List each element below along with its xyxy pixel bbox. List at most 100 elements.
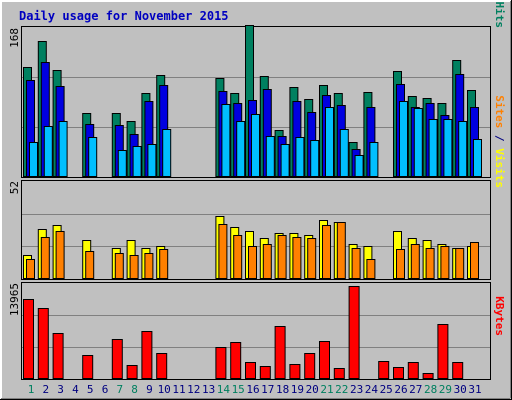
bar-kbytes-kbytes-day-22 (333, 368, 345, 379)
bar-hits-pages-day-19 (295, 137, 305, 177)
bar-kbytes-kbytes-day-27 (407, 362, 419, 379)
bar-hits-pages-day-3 (58, 121, 68, 177)
x-tick-day-9: 9 (146, 383, 153, 396)
bar-hits-pages-day-2 (43, 126, 53, 177)
bar-visits-sites-day-20 (307, 238, 317, 279)
x-tick-day-1: 1 (28, 383, 35, 396)
bar-visits-sites-day-9 (144, 253, 154, 279)
bar-hits-pages-day-9 (147, 144, 157, 177)
bar-visits-sites-day-7 (114, 253, 124, 279)
bar-kbytes-kbytes-day-19 (289, 364, 301, 379)
bar-visits-sites-day-3 (55, 231, 65, 279)
bar-kbytes-kbytes-day-9 (141, 331, 153, 379)
bar-hits-pages-day-27 (413, 108, 423, 177)
bars (23, 25, 482, 379)
bar-hits-pages-day-10 (162, 129, 172, 177)
kbytes-series-label: KBytes (493, 296, 506, 336)
bar-visits-sites-day-15 (233, 235, 243, 279)
x-tick-day-19: 19 (291, 383, 304, 396)
x-tick-day-7: 7 (116, 383, 123, 396)
x-tick-day-20: 20 (306, 383, 319, 396)
kbytes-ymax-label: 13965 (8, 283, 21, 316)
bar-hits-pages-day-18 (280, 144, 290, 177)
bar-visits-sites-day-17 (262, 244, 272, 279)
x-tick-day-30: 30 (454, 383, 467, 396)
x-tick-day-4: 4 (72, 383, 79, 396)
x-tick-day-14: 14 (217, 383, 231, 396)
x-tick-day-3: 3 (57, 383, 64, 396)
visits-ymax-label: 52 (8, 181, 21, 194)
x-tick-day-23: 23 (350, 383, 363, 396)
bar-kbytes-kbytes-day-8 (126, 365, 138, 379)
x-tick-day-21: 21 (320, 383, 333, 396)
x-tick-day-2: 2 (42, 383, 49, 396)
x-tick-day-18: 18 (276, 383, 289, 396)
hits-ymax-label: 168 (8, 28, 21, 48)
bar-visits-sites-day-22 (336, 222, 346, 279)
bar-visits-sites-day-19 (292, 237, 302, 279)
bar-hits-pages-day-8 (132, 146, 142, 177)
x-tick-day-25: 25 (380, 383, 393, 396)
bar-visits-sites-day-21 (322, 225, 331, 279)
x-tick-day-12: 12 (187, 383, 200, 396)
bar-visits-sites-day-18 (277, 235, 287, 279)
gridlines (22, 77, 490, 348)
bar-kbytes-kbytes-day-1 (23, 299, 34, 379)
bar-hits-pages-day-23 (354, 155, 364, 177)
x-tick-day-6: 6 (102, 383, 109, 396)
bar-visits-sites-day-29 (440, 246, 450, 279)
bar-hits-pages-day-14 (221, 104, 231, 177)
bar-visits-sites-day-1 (26, 259, 35, 279)
bar-kbytes-kbytes-day-26 (393, 367, 404, 379)
x-tick-day-17: 17 (261, 383, 274, 396)
bar-hits-pages-day-21 (325, 107, 334, 177)
bar-hits-pages-day-1 (29, 142, 38, 177)
bar-hits-pages-day-17 (265, 136, 275, 177)
bar-hits-pages-day-16 (251, 114, 260, 177)
bar-kbytes-kbytes-day-14 (215, 347, 227, 379)
bar-hits-pages-day-26 (399, 101, 408, 177)
bar-visits-sites-day-16 (248, 246, 257, 279)
x-tick-day-5: 5 (87, 383, 94, 396)
bar-hits-pages-day-15 (236, 121, 246, 177)
bar-hits-pages-day-22 (339, 129, 349, 177)
bar-kbytes-kbytes-day-5 (82, 355, 94, 379)
bar-visits-sites-day-31 (470, 242, 479, 279)
visits-series-label: Sites / Visits (493, 95, 506, 188)
bar-visits-sites-day-28 (425, 248, 435, 279)
x-tick-day-10: 10 (158, 383, 171, 396)
bar-hits-pages-day-20 (310, 140, 320, 177)
x-tick-day-28: 28 (424, 383, 437, 396)
bar-kbytes-kbytes-day-15 (230, 342, 242, 379)
bar-kbytes-kbytes-day-7 (111, 339, 123, 379)
bar-visits-sites-day-2 (40, 237, 50, 279)
x-tick-day-26: 26 (394, 383, 407, 396)
bar-visits-sites-day-27 (410, 244, 420, 279)
bar-kbytes-kbytes-day-23 (348, 286, 360, 379)
x-tick-day-16: 16 (246, 383, 259, 396)
x-tick-day-31: 31 (468, 383, 481, 396)
bar-visits-sites-day-10 (159, 249, 169, 279)
bar-kbytes-kbytes-day-28 (422, 373, 434, 379)
bar-kbytes-kbytes-day-29 (437, 324, 449, 379)
chart-title: Daily usage for November 2015 (19, 9, 229, 23)
bar-visits-sites-day-5 (85, 251, 95, 279)
bar-visits-sites-day-14 (218, 224, 228, 279)
bar-hits-pages-day-31 (473, 139, 482, 177)
bar-hits-pages-day-28 (428, 119, 438, 177)
x-tick-day-22: 22 (335, 383, 348, 396)
bar-visits-sites-day-23 (351, 248, 361, 279)
bar-kbytes-kbytes-day-17 (259, 366, 271, 379)
bar-kbytes-kbytes-day-2 (37, 308, 49, 379)
bar-hits-pages-day-24 (369, 142, 379, 177)
bar-visits-sites-day-30 (455, 248, 465, 279)
bar-kbytes-kbytes-day-20 (304, 353, 316, 379)
bar-hits-pages-day-29 (443, 119, 453, 177)
bar-hits-pages-day-5 (88, 137, 98, 177)
bar-kbytes-kbytes-day-3 (52, 333, 64, 379)
bar-visits-sites-day-8 (129, 255, 139, 279)
bar-hits-pages-day-30 (458, 121, 468, 177)
bar-kbytes-kbytes-day-30 (452, 362, 464, 379)
x-tick-day-8: 8 (131, 383, 138, 396)
